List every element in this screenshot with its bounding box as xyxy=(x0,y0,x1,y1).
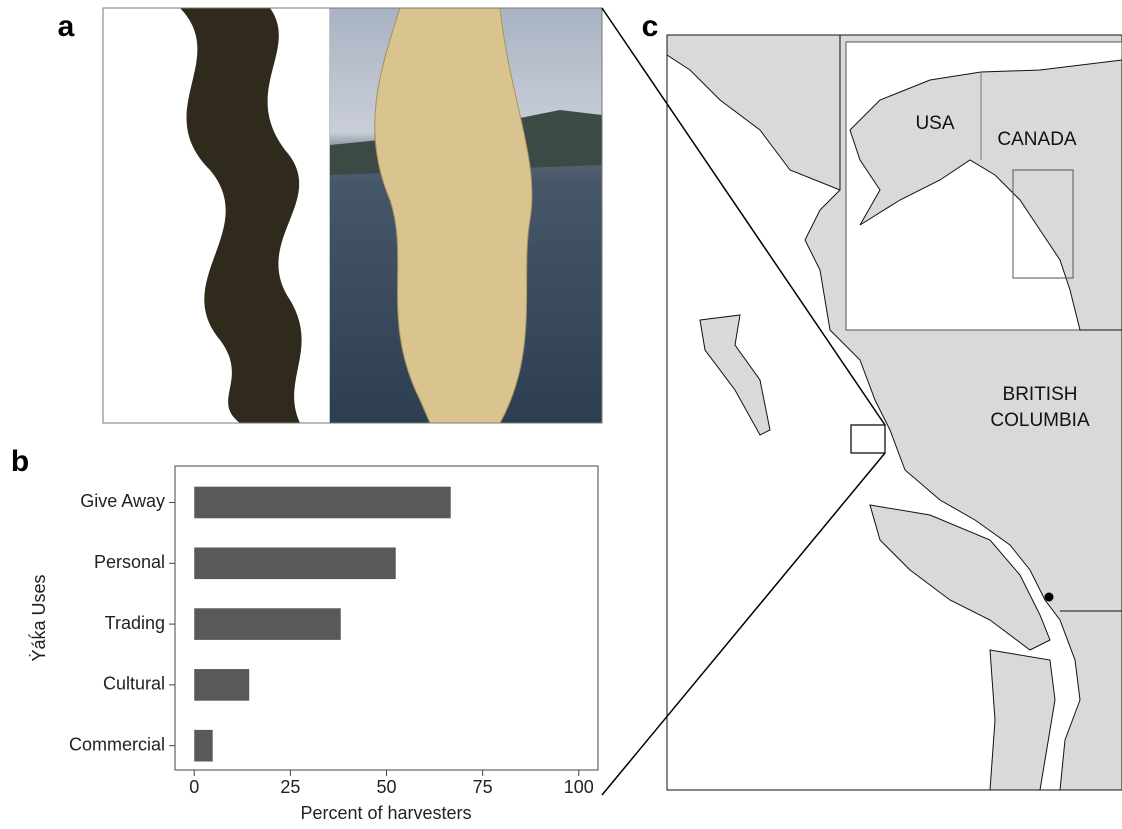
x-tick-label: 0 xyxy=(189,777,199,797)
island xyxy=(869,504,1051,651)
bar-chart: Percent of harvesters Ẏáḱa Uses 0 25 50 75 1… xyxy=(28,465,599,823)
y-tick-label: Trading xyxy=(105,613,165,633)
map: USA CANADA BRITISH COLUMBIA xyxy=(666,34,1122,791)
connector xyxy=(601,452,886,796)
bar xyxy=(194,608,341,640)
land xyxy=(989,649,1056,791)
panel-label: a xyxy=(58,10,75,43)
y-tick-label: Cultural xyxy=(103,674,165,694)
panel-label: c xyxy=(642,10,659,43)
map-label: BRITISH xyxy=(1003,384,1078,405)
map-label: CANADA xyxy=(997,129,1077,150)
bar xyxy=(194,729,213,762)
photo-frame xyxy=(102,7,603,424)
island xyxy=(699,314,771,436)
map-label: USA xyxy=(915,113,954,134)
site-dot xyxy=(1044,592,1054,602)
study-box xyxy=(850,424,886,454)
inset-land xyxy=(849,59,1122,331)
x-tick-label: 50 xyxy=(376,777,396,797)
x-tick-label: 25 xyxy=(280,777,300,797)
bar xyxy=(194,486,451,519)
bar xyxy=(194,669,250,701)
y-tick-label: Personal xyxy=(94,552,165,572)
y-axis-title: Ẏáḱa Uses xyxy=(28,574,49,661)
x-tick-label: 75 xyxy=(473,777,493,797)
y-tick-label: Give Away xyxy=(80,491,165,511)
y-tick-label: Commercial xyxy=(69,734,165,754)
x-tick-label: 100 xyxy=(564,777,594,797)
seaweed xyxy=(180,8,302,423)
photos xyxy=(102,7,603,424)
inset-box xyxy=(1012,169,1074,279)
connector xyxy=(601,7,886,426)
x-axis-title: Percent of harvesters xyxy=(300,803,471,823)
panel-label: b xyxy=(11,445,29,478)
map-label: COLUMBIA xyxy=(990,410,1090,431)
bar xyxy=(194,547,396,580)
